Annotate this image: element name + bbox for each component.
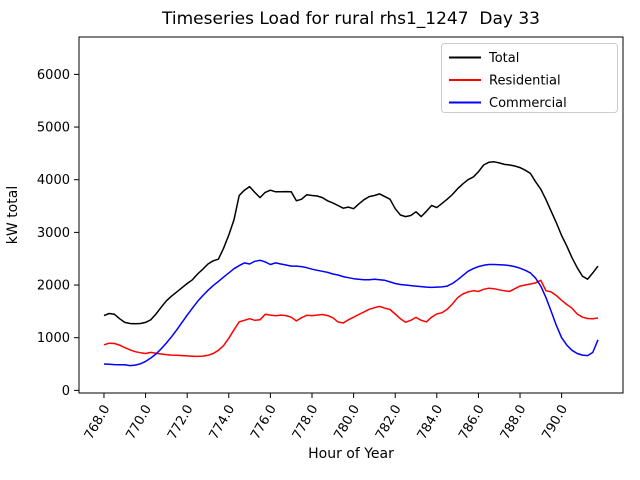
y-tick-label: 3000 xyxy=(37,226,70,241)
legend-label-residential: Residential xyxy=(489,74,561,89)
series-line-total xyxy=(103,161,599,325)
y-tick-label: 4000 xyxy=(37,173,70,188)
x-tick-label: 776.0 xyxy=(248,403,280,443)
x-tick-label: 778.0 xyxy=(290,403,322,443)
series-line-residential xyxy=(103,279,599,358)
x-tick-label: 774.0 xyxy=(207,403,239,443)
y-tick-label: 2000 xyxy=(37,279,70,294)
y-axis-label: kW total xyxy=(5,186,21,244)
y-tick-label: 6000 xyxy=(37,68,70,83)
y-tick-label: 0 xyxy=(62,384,70,399)
legend-label-total: Total xyxy=(488,51,519,66)
x-axis-label: Hour of Year xyxy=(308,446,394,462)
x-tick-label: 780.0 xyxy=(331,403,363,443)
x-tick-label: 788.0 xyxy=(498,403,530,443)
x-tick-label: 784.0 xyxy=(415,403,447,443)
chart-title: Timeseries Load for rural rhs1_1247 Day … xyxy=(161,9,540,29)
y-axis-ticks: 0 1000 2000 3000 4000 5000 6000 xyxy=(37,68,79,399)
x-tick-label: 790.0 xyxy=(539,403,571,443)
series-lines xyxy=(103,161,599,367)
y-tick-label: 5000 xyxy=(37,121,70,136)
x-tick-label: 782.0 xyxy=(373,403,405,443)
x-tick-label: 786.0 xyxy=(456,402,488,442)
x-tick-label: 768.0 xyxy=(82,403,114,443)
legend-label-commercial: Commercial xyxy=(489,96,567,111)
legend: Total Residential Commercial xyxy=(441,43,618,113)
plot-border xyxy=(78,36,624,394)
series-line-commercial xyxy=(103,259,599,367)
x-tick-label: 770.0 xyxy=(123,403,155,443)
y-tick-label: 1000 xyxy=(37,331,70,346)
legend-box xyxy=(441,43,618,113)
x-axis-ticks: 768.0 770.0 772.0 774.0 776.0 778.0 780.0 782.0… xyxy=(82,393,571,442)
x-tick-label: 772.0 xyxy=(165,403,197,443)
